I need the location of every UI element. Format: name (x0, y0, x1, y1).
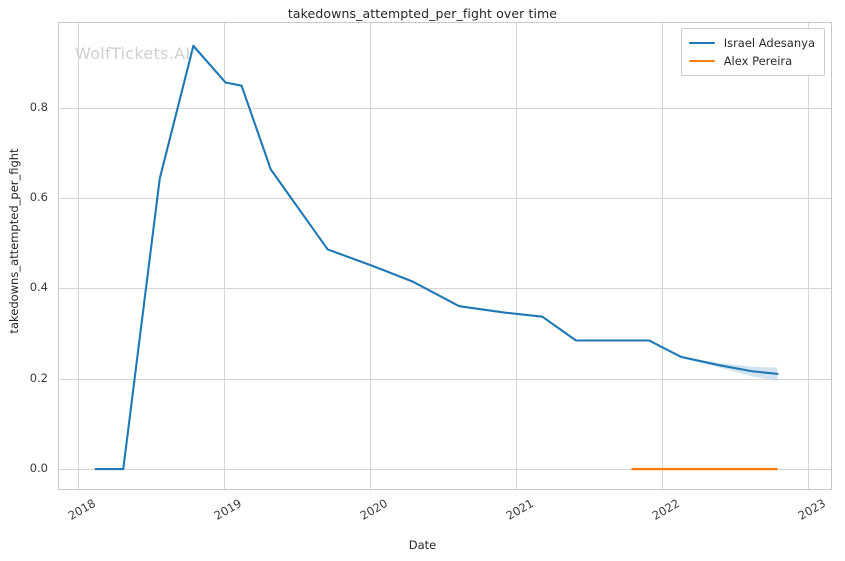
plot-area: WolfTickets.AI Israel Adesanya Alex Pere… (58, 22, 832, 490)
series-layer (94, 44, 779, 471)
legend-swatch-israel-adesanya (688, 41, 715, 45)
gridline-x-2021 (516, 23, 517, 489)
gridline-x-2019 (224, 23, 225, 489)
x-axis-label: Date (408, 538, 437, 552)
gridline-y-0.2 (59, 379, 831, 380)
line-israel-adesanya (94, 44, 779, 471)
gridline-x-2023 (808, 23, 809, 489)
legend-swatch-alex-pereira (688, 59, 715, 63)
ytick-label-0.2: 0.2 (29, 371, 48, 385)
legend: Israel Adesanya Alex Pereira (680, 28, 825, 76)
legend-label-israel-adesanya: Israel Adesanya (723, 36, 815, 50)
gridline-y-0.4 (59, 288, 831, 289)
gridline-y-0.8 (59, 108, 831, 109)
legend-label-alex-pereira: Alex Pereira (723, 54, 793, 68)
gridline-y-0.6 (59, 198, 831, 199)
ytick-label-0.0: 0.0 (29, 461, 48, 475)
ytick-label-0.6: 0.6 (29, 190, 48, 204)
gridline-y-0.0 (59, 469, 831, 470)
chart-title: takedowns_attempted_per_fight over time (287, 6, 558, 21)
legend-item-israel-adesanya[interactable]: Israel Adesanya (688, 34, 815, 52)
y-axis-label: takedowns_attempted_per_fight (7, 148, 21, 334)
gridline-x-2018 (78, 23, 79, 489)
legend-item-alex-pereira[interactable]: Alex Pereira (688, 52, 815, 70)
gridline-x-2020 (370, 23, 371, 489)
watermark: WolfTickets.AI (75, 44, 191, 63)
gridline-x-2022 (662, 23, 663, 489)
ytick-label-0.4: 0.4 (29, 280, 48, 294)
ytick-label-0.8: 0.8 (29, 100, 48, 114)
